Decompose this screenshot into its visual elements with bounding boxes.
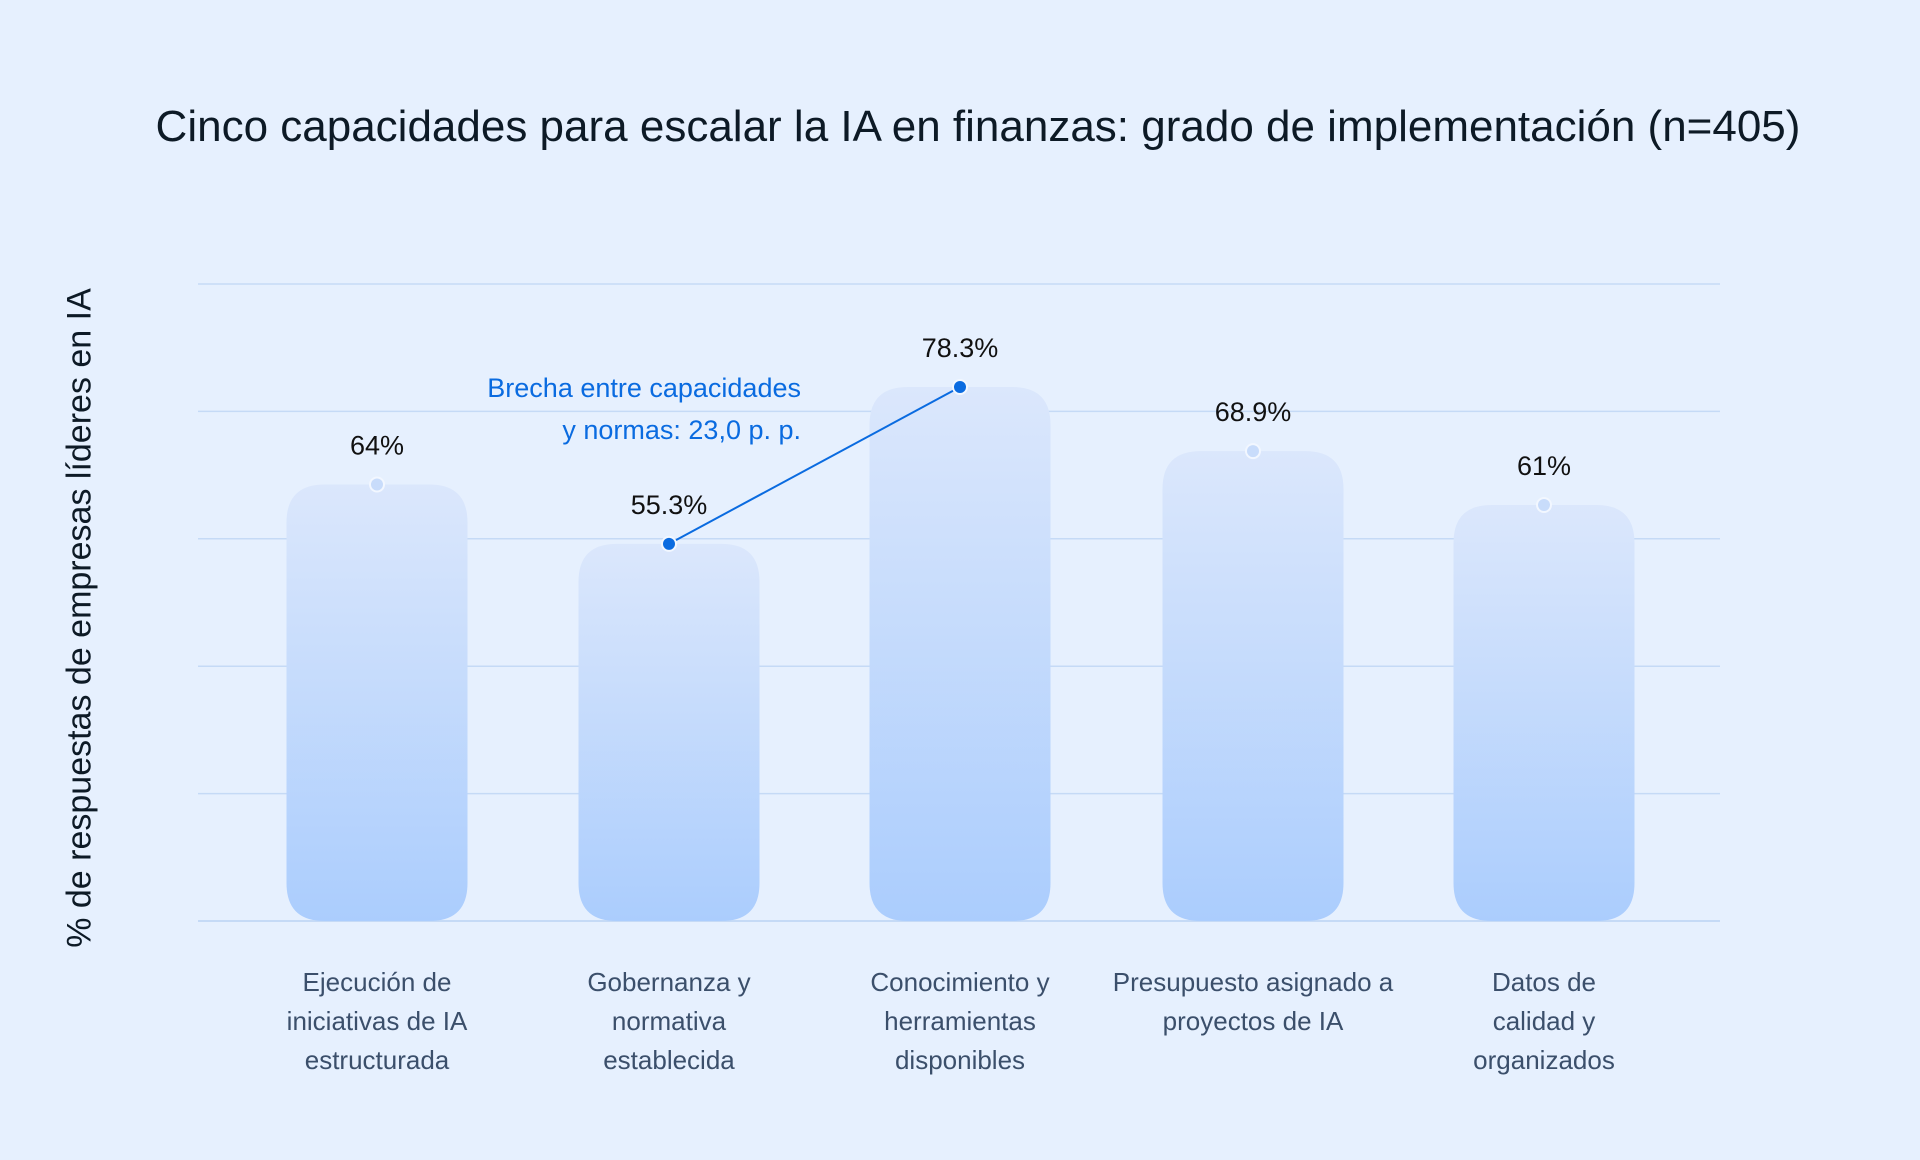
category-label: Conocimiento y herramientas disponibles [870,967,1050,1075]
gap-connector-line [668,386,961,545]
annotation-line-2: y normas: 23,0 p. p. [562,415,801,445]
category-label: Gobernanza y normativa establecida [587,967,751,1075]
annotation-line-1: Brecha entre capacidades [487,373,801,403]
data-point [371,478,383,491]
value-label: 78.3% [922,333,999,363]
bar [869,386,1051,921]
bar [578,543,760,921]
chart-title: Cinco capacidades para escalar la IA en … [155,102,1801,151]
bar [286,484,468,921]
value-label: 55.3% [631,490,708,520]
category-label: Datos de calidad y organizados [1473,967,1615,1075]
bar [1453,504,1635,921]
data-point [663,537,675,550]
value-label: 68.9% [1215,397,1292,427]
category-label: Ejecución de iniciativas de IA estructur… [286,967,468,1075]
data-point [954,380,966,393]
data-point [1247,445,1259,458]
value-label: 64% [350,431,404,461]
data-point [1538,498,1550,511]
value-label: 61% [1517,451,1571,481]
bar [1162,451,1344,921]
category-label: Presupuesto asignado a proyectos de IA [1112,967,1394,1036]
